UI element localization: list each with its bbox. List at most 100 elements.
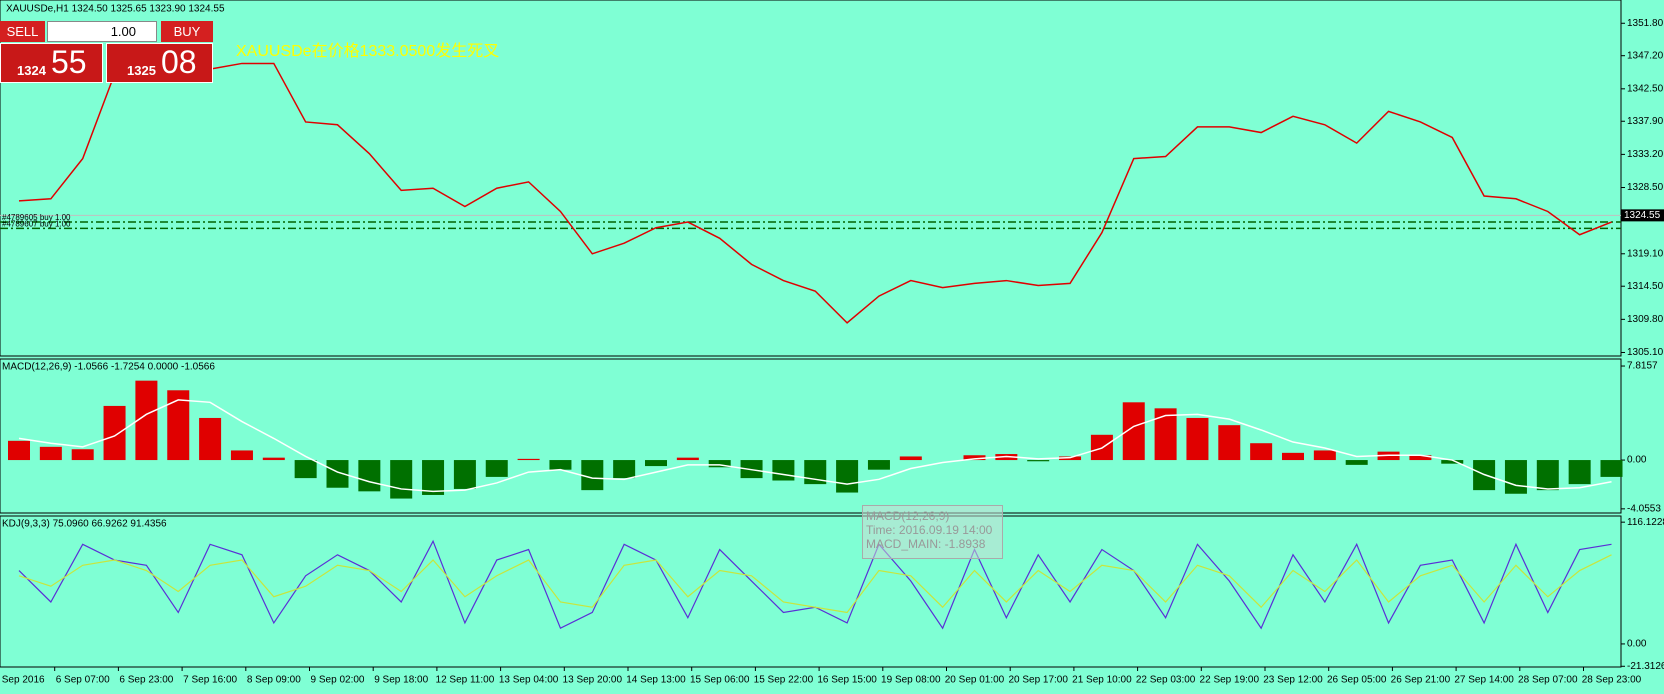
y-tick-label: 1333.20 [1627, 149, 1664, 160]
buy-button[interactable]: BUY [161, 21, 213, 42]
macd-bar [517, 458, 540, 461]
macd-bar [1568, 460, 1591, 485]
y-tick-label: 7.8157 [1627, 361, 1658, 372]
x-tick-label: 8 Sep 09:00 [247, 675, 301, 686]
x-tick-label: 5 Sep 2016 [0, 675, 45, 686]
x-tick-label: 27 Sep 14:00 [1454, 675, 1514, 686]
macd-bar [963, 455, 986, 461]
macd-bar [135, 380, 158, 461]
macd-bar [167, 390, 190, 461]
macd-bar [1313, 450, 1336, 461]
macd-bar [1218, 425, 1241, 461]
macd-bar [8, 440, 30, 461]
price-label-bg [1621, 209, 1664, 222]
price-label: 1324.55 [1624, 210, 1661, 221]
macd-bar [390, 460, 413, 499]
ask-big: 1325 [127, 63, 156, 78]
tooltip-line: Time: 2016.09.19 14:00 [866, 523, 993, 537]
y-tick-label: 0.00 [1627, 455, 1647, 466]
x-tick-label: 26 Sep 05:00 [1327, 675, 1387, 686]
y-tick-label: 1328.50 [1627, 182, 1664, 193]
macd-bar [581, 460, 604, 491]
price-line-series [18, 47, 1612, 324]
macd-bar [485, 460, 508, 477]
x-tick-label: 21 Sep 10:00 [1072, 675, 1132, 686]
macd-bar [1409, 455, 1432, 461]
macd-panel [0, 358, 1622, 514]
macd-bar [1154, 408, 1177, 461]
x-tick-label: 20 Sep 17:00 [1008, 675, 1068, 686]
y-tick-label: 1337.90 [1627, 116, 1664, 127]
kdj-line [18, 554, 1612, 614]
y-tick-label: 1342.50 [1627, 83, 1664, 94]
macd-bar [1504, 460, 1527, 494]
y-tick-label: 1319.10 [1627, 248, 1664, 259]
x-tick-label: 15 Sep 06:00 [690, 675, 750, 686]
x-tick-label: 28 Sep 07:00 [1518, 675, 1578, 686]
macd-bar [1441, 460, 1464, 464]
kdj-line [18, 539, 1612, 630]
macd-bar [1250, 443, 1273, 461]
order-label: #4789605 buy 1.00 [2, 213, 71, 222]
y-tick-label: -21.3126 [1627, 661, 1664, 672]
macd-bar [676, 457, 699, 461]
macd-bar [422, 460, 445, 495]
tooltip-line: MACD(12,26,9) [866, 509, 950, 523]
sell-button[interactable]: SELL [0, 21, 45, 42]
y-tick-label: 116.1228 [1627, 517, 1664, 528]
macd-bar [453, 460, 476, 489]
macd-bar [294, 460, 317, 479]
x-tick-label: 7 Sep 16:00 [183, 675, 237, 686]
chart-title: XAUUSDe,H1 1324.50 1325.65 1323.90 1324.… [6, 4, 225, 15]
x-tick-label: 22 Sep 19:00 [1200, 675, 1260, 686]
macd-bar [899, 456, 922, 461]
ask-small: 08 [161, 44, 197, 80]
bid-box[interactable]: 1324 55 [0, 43, 103, 83]
x-tick-label: 23 Sep 12:00 [1263, 675, 1323, 686]
macd-bar [549, 460, 572, 470]
x-tick-label: 14 Sep 13:00 [626, 675, 686, 686]
macd-bar [613, 460, 636, 479]
tooltip-line: MACD_MAIN: -1.8938 [866, 537, 986, 551]
x-tick-label: 12 Sep 11:00 [436, 675, 495, 686]
macd-bar [199, 417, 222, 461]
macd-bar [1027, 460, 1050, 462]
kdj-panel [0, 515, 1622, 668]
tooltip: MACD(12,26,9) Time: 2016.09.19 14:00 MAC… [862, 505, 1003, 559]
macd-bar [645, 460, 667, 467]
y-tick-label: 1351.80 [1627, 18, 1664, 29]
x-tick-label: 6 Sep 23:00 [119, 675, 173, 686]
y-tick-label: 0.00 [1627, 639, 1647, 650]
macd-bar [1282, 452, 1304, 461]
x-tick-label: 20 Sep 01:00 [945, 675, 1005, 686]
y-tick-label: -4.0553 [1627, 503, 1661, 514]
alert-text: XAUUSDe在价格1333.0500发生死叉 [236, 42, 499, 60]
main-panel [0, 0, 1622, 357]
y-tick-label: 1314.50 [1627, 281, 1664, 292]
macd-bar [230, 450, 253, 461]
bid-big: 1324 [17, 63, 46, 78]
macd-bar [836, 460, 859, 493]
macd-bar [39, 446, 62, 461]
bid-small: 55 [51, 44, 87, 80]
macd-bar [867, 460, 890, 470]
y-tick-label: 1305.10 [1627, 347, 1664, 358]
signal-line [18, 399, 1612, 493]
ask-box[interactable]: 1325 08 [106, 43, 213, 83]
x-tick-label: 15 Sep 22:00 [754, 675, 814, 686]
x-tick-label: 28 Sep 23:00 [1582, 675, 1642, 686]
macd-bar [772, 460, 795, 481]
x-tick-label: 26 Sep 21:00 [1391, 675, 1451, 686]
macd-title: MACD(12,26,9) -1.0566 -1.7254 0.0000 -1.… [2, 362, 215, 373]
order-label: #4789607 buy 1.00 [2, 220, 71, 229]
x-tick-label: 6 Sep 07:00 [56, 675, 110, 686]
kdj-title: KDJ(9,3,3) 75.0960 66.9262 91.4356 [2, 519, 167, 530]
lots-input[interactable]: 1.00 [47, 21, 157, 42]
macd-bar [326, 460, 349, 488]
macd-bar [103, 405, 126, 461]
macd-bar [1345, 460, 1368, 465]
macd-bar [71, 449, 94, 461]
x-tick-label: 9 Sep 02:00 [311, 675, 365, 686]
